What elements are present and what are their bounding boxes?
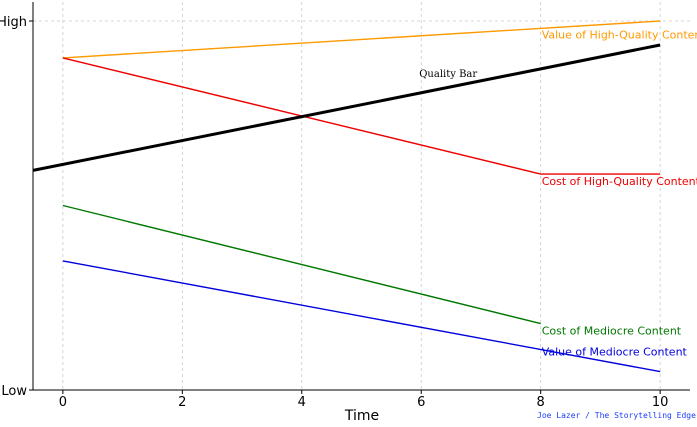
x-tick-label: 4 xyxy=(298,395,306,410)
x-tick-label: 8 xyxy=(537,395,545,410)
series-label-cost-of-mediocre-content: Cost of Mediocre Content xyxy=(542,325,682,338)
x-tick-label: 6 xyxy=(417,395,425,410)
series-label-value-of-high-quality-content: Value of High-Quality Content xyxy=(542,28,697,41)
axes-group: 0 2 4 6 8 10 Low High xyxy=(0,2,690,410)
x-tick-label: 0 xyxy=(59,395,67,410)
y-tick-label: High xyxy=(0,15,27,30)
x-axis-label: Time xyxy=(344,408,379,424)
series-group xyxy=(32,20,661,373)
series-line-value-of-mediocre-content xyxy=(62,260,661,373)
series-label-value-of-mediocre-content: Value of Mediocre Content xyxy=(542,345,688,358)
x-tick-label: 10 xyxy=(652,395,669,410)
series-line-cost-of-mediocre-content xyxy=(62,204,541,325)
series-label-quality-bar: Quality Bar xyxy=(419,69,477,80)
credit-annotation: Joe Lazer / The Storytelling Edge xyxy=(537,411,696,420)
series-line-quality-bar xyxy=(32,43,661,172)
x-tick-label: 2 xyxy=(178,395,186,410)
series-line-value-of-high-quality-content xyxy=(62,20,661,59)
y-tick-label: Low xyxy=(1,384,27,399)
labels-group: Value of High-Quality Content Cost of Hig… xyxy=(419,28,697,358)
series-label-cost-of-high-quality-content: Cost of High-Quality Content xyxy=(542,175,697,188)
series-line-cost-of-high-quality-content xyxy=(62,57,661,175)
